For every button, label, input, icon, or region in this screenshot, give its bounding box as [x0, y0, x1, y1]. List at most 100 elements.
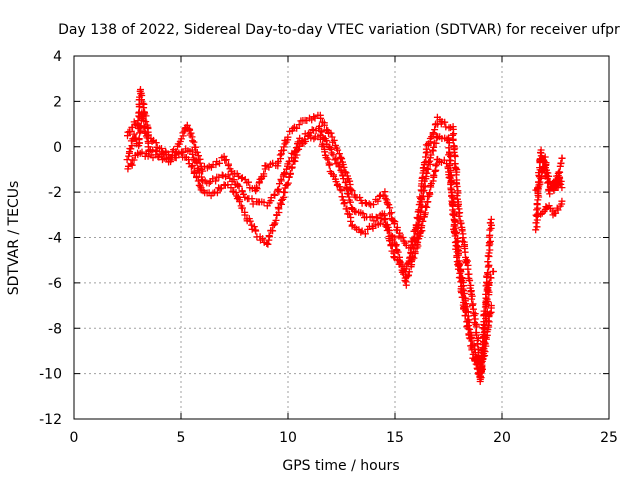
data-point [460, 290, 468, 298]
data-point [442, 123, 450, 131]
data-point [149, 146, 157, 154]
data-point [138, 96, 145, 104]
data-point [484, 269, 491, 277]
data-point [487, 302, 495, 310]
data-point [430, 143, 438, 151]
data-point [190, 138, 198, 146]
data-point [341, 199, 349, 207]
data-point [487, 274, 495, 282]
data-point [557, 160, 565, 167]
data-point [331, 156, 339, 164]
data-point [276, 151, 284, 159]
data-point [143, 134, 151, 142]
data-point [361, 199, 369, 207]
data-point [308, 126, 316, 134]
data-point [481, 348, 489, 356]
data-point [334, 146, 342, 154]
data-point [471, 315, 479, 323]
data-point [322, 137, 330, 145]
data-point [236, 198, 244, 206]
data-point [274, 186, 282, 194]
data-point [275, 205, 283, 213]
data-point [420, 183, 428, 191]
data-point [405, 268, 413, 276]
data-point [557, 180, 565, 188]
data-point [432, 139, 440, 147]
data-point [187, 163, 195, 171]
data-point [336, 186, 344, 194]
data-point [479, 352, 487, 360]
data-point [191, 169, 199, 177]
data-point [486, 226, 494, 234]
data-point [250, 223, 258, 231]
data-point [334, 159, 342, 167]
y-tick-label: -8 [48, 321, 62, 337]
data-point [537, 149, 544, 156]
series-trace-late-mid [532, 153, 566, 194]
y-tick-label: -6 [48, 276, 62, 292]
data-point [317, 127, 325, 135]
data-point [317, 114, 325, 122]
data-point [455, 261, 463, 269]
data-point [130, 156, 138, 164]
data-point [474, 334, 482, 342]
data-point [453, 238, 461, 246]
data-point [136, 125, 144, 133]
data-point [338, 187, 346, 195]
data-point [238, 174, 246, 182]
data-point [426, 157, 434, 165]
data-point [342, 178, 350, 186]
data-point [554, 206, 562, 214]
data-point [402, 278, 410, 286]
data-point [432, 162, 440, 170]
data-point [338, 168, 346, 176]
data-point [329, 151, 337, 159]
data-point [192, 157, 200, 165]
data-point [385, 201, 393, 209]
data-point [446, 174, 454, 182]
data-point [177, 149, 185, 157]
data-point [212, 161, 220, 169]
data-point [394, 248, 402, 256]
data-point [458, 227, 466, 235]
data-point [285, 173, 293, 181]
data-point [556, 168, 564, 176]
data-point [405, 271, 412, 279]
data-point [339, 175, 347, 183]
data-point [441, 118, 449, 126]
data-point [411, 250, 419, 257]
data-point [283, 181, 291, 189]
data-point [410, 254, 418, 262]
data-point [158, 145, 165, 152]
data-point [322, 154, 330, 162]
data-point [558, 154, 566, 162]
data-point [485, 280, 493, 288]
data-point [452, 230, 459, 238]
data-point [532, 226, 540, 234]
data-point [310, 113, 318, 121]
data-point [271, 191, 279, 199]
x-tick-label: 5 [177, 430, 186, 446]
data-point [386, 204, 394, 212]
data-point [384, 200, 391, 208]
data-point [356, 194, 364, 201]
data-point [422, 169, 430, 177]
data-point [316, 135, 324, 143]
data-point [381, 195, 389, 202]
data-point [152, 139, 160, 147]
data-point [462, 300, 470, 308]
x-tick-label: 15 [386, 430, 404, 446]
data-point [414, 238, 422, 246]
data-point [229, 187, 237, 195]
data-point [126, 128, 134, 136]
data-point [396, 259, 404, 267]
x-tick-label: 10 [279, 430, 297, 446]
data-point [487, 215, 495, 223]
x-tick-label: 0 [70, 430, 79, 446]
data-point [324, 155, 332, 163]
data-point [485, 279, 493, 287]
data-point [443, 160, 450, 167]
